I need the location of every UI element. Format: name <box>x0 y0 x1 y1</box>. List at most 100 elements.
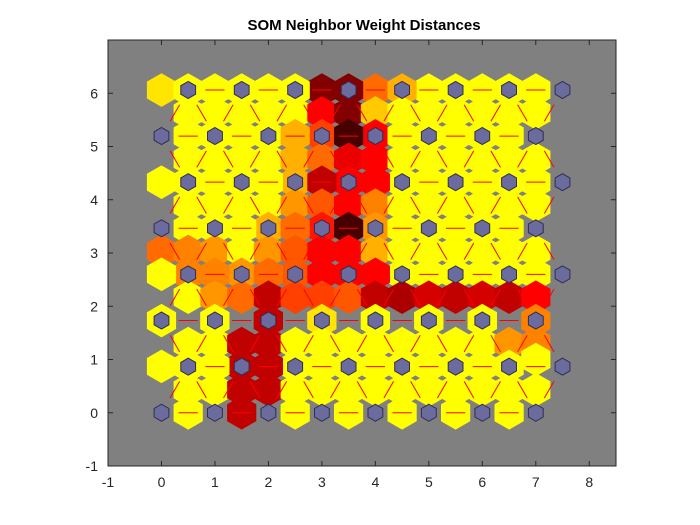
neighbor-line <box>463 150 475 168</box>
y-tick-label: 0 <box>90 405 98 421</box>
neuron-marker <box>340 357 357 376</box>
y-tick-label: 4 <box>90 192 98 208</box>
neighbor-line <box>383 242 394 260</box>
neighbor-line <box>436 242 448 260</box>
neighbor-line <box>249 242 261 260</box>
neighbor-line <box>276 335 288 353</box>
neuron-marker <box>394 357 410 376</box>
neuron-marker <box>394 173 410 192</box>
neighbor-line <box>196 381 207 399</box>
neighbor-line <box>249 288 261 307</box>
neighbor-line <box>463 381 475 399</box>
neuron-marker <box>287 265 304 284</box>
chart-title: SOM Neighbor Weight Distances <box>247 17 480 34</box>
neighbor-line <box>356 381 368 399</box>
x-tick-label: 4 <box>371 474 379 490</box>
x-tick-label: 3 <box>318 474 326 490</box>
neighbor-line <box>196 335 207 353</box>
neuron-marker <box>340 80 357 100</box>
neighbor-line <box>169 288 181 307</box>
neuron-marker <box>527 311 544 330</box>
neuron-marker <box>554 265 571 284</box>
neighbor-line <box>330 288 341 307</box>
neuron-marker <box>207 219 223 238</box>
neuron-marker <box>527 219 544 238</box>
neighbor-line <box>543 335 555 353</box>
neighbor-line <box>436 335 448 353</box>
neighbor-line <box>303 242 314 260</box>
neighbor-line <box>490 242 501 260</box>
neuron-marker <box>314 126 330 146</box>
neuron-marker <box>394 80 410 100</box>
neuron-marker <box>287 80 304 100</box>
x-tick-label: 8 <box>585 474 593 490</box>
neighbor-line <box>196 150 207 168</box>
neuron-marker <box>180 357 197 376</box>
neighbor-line <box>356 196 368 214</box>
neighbor-line <box>517 381 528 399</box>
neighbor-line <box>383 335 394 353</box>
neighbor-line <box>223 242 234 260</box>
neighbor-line <box>356 335 368 353</box>
neuron-marker <box>420 311 437 330</box>
neighbor-line <box>356 288 368 307</box>
x-tick-label: 2 <box>265 474 273 490</box>
neighbor-line <box>436 288 448 307</box>
neuron-marker <box>287 357 304 376</box>
neuron-marker <box>501 357 517 376</box>
plot-area <box>108 40 616 466</box>
neuron-marker <box>367 403 384 422</box>
neuron-marker <box>340 265 357 284</box>
neighbor-line <box>410 381 421 399</box>
neighbor-line <box>303 381 314 399</box>
neighbor-line <box>223 381 234 399</box>
neighbor-line <box>330 381 341 399</box>
neighbor-line <box>490 150 501 168</box>
neighbor-line <box>543 196 555 214</box>
neighbor-line <box>543 381 555 399</box>
neighbor-line <box>330 196 341 214</box>
neuron-marker <box>527 403 544 422</box>
neighbor-line <box>463 104 475 122</box>
neuron-marker <box>153 403 170 422</box>
neuron-marker <box>260 403 277 422</box>
neighbor-line <box>490 381 501 399</box>
neuron-marker <box>260 126 277 146</box>
neighbor-line <box>169 196 181 214</box>
neighbor-line <box>303 288 314 307</box>
neighbor-line <box>463 242 475 260</box>
neuron-marker <box>367 126 384 146</box>
neighbor-line <box>330 150 341 168</box>
neuron-marker <box>207 126 223 146</box>
neighbor-line <box>436 104 448 122</box>
neighbor-line <box>436 150 448 168</box>
neighbor-line <box>383 196 394 214</box>
y-tick-label: -1 <box>86 458 99 474</box>
neighbor-line <box>517 104 528 122</box>
x-tick-label: 6 <box>478 474 486 490</box>
neighbor-line <box>436 381 448 399</box>
neuron-marker <box>367 311 384 330</box>
x-tick-label: -1 <box>102 474 115 490</box>
neighbor-line <box>436 196 448 214</box>
neighbor-line <box>410 242 421 260</box>
neuron-marker <box>207 311 223 330</box>
neuron-marker <box>447 265 464 284</box>
neuron-marker <box>314 219 330 238</box>
neuron-marker <box>314 403 330 422</box>
neighbor-line <box>463 335 475 353</box>
y-tick-label: 1 <box>90 352 98 368</box>
neuron-marker <box>180 265 197 284</box>
y-tick-label: 5 <box>90 139 98 155</box>
neighbor-line <box>517 335 528 353</box>
neighbor-line <box>383 150 394 168</box>
y-tick-label: 3 <box>90 245 98 261</box>
neuron-marker <box>474 219 491 238</box>
neighbor-line <box>356 242 368 260</box>
neuron-marker <box>447 173 464 192</box>
neighbor-line <box>330 242 341 260</box>
neighbor-line <box>410 288 421 307</box>
neuron-marker <box>233 357 250 376</box>
neuron-marker <box>180 173 197 192</box>
neuron-marker <box>527 126 544 146</box>
